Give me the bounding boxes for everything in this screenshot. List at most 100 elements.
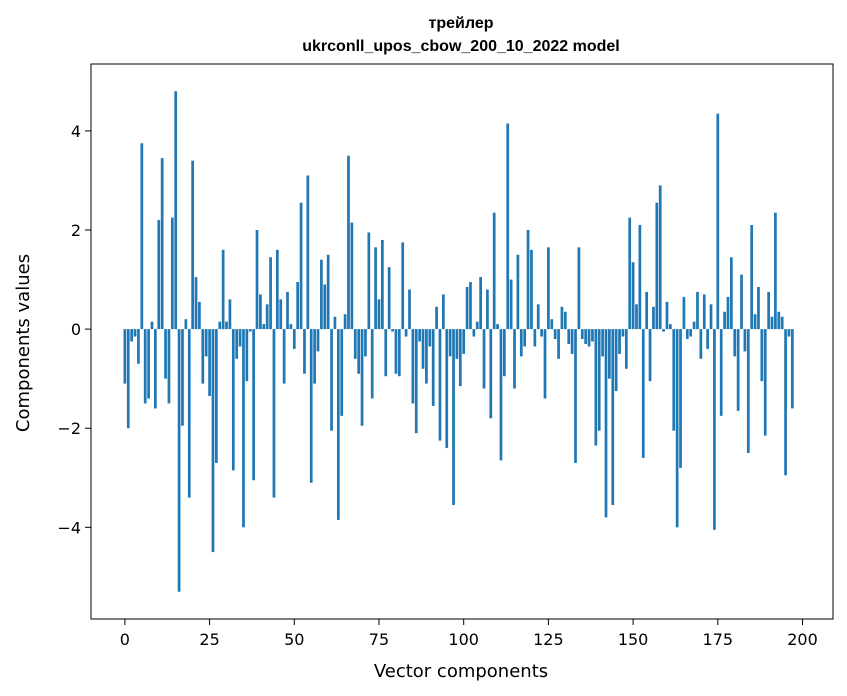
bar	[780, 316, 784, 330]
x-tick-label: 0	[120, 630, 130, 649]
bar	[289, 324, 293, 330]
bar	[472, 329, 476, 337]
bar	[282, 329, 286, 384]
bar	[540, 329, 543, 337]
bar	[526, 230, 530, 330]
bar	[550, 319, 554, 330]
bar	[746, 329, 750, 453]
bar	[269, 257, 272, 330]
bar	[519, 329, 523, 357]
bar	[567, 329, 571, 344]
bar	[320, 259, 323, 330]
bar	[726, 296, 730, 330]
bar	[509, 279, 513, 330]
bar	[679, 329, 682, 468]
bar	[787, 329, 791, 337]
bar	[675, 329, 679, 528]
bar	[570, 329, 574, 354]
bar	[340, 329, 344, 416]
bar	[628, 217, 632, 330]
bar	[506, 123, 510, 330]
bar	[296, 282, 300, 330]
bar	[272, 329, 276, 498]
bar	[228, 299, 232, 330]
bar	[374, 247, 377, 330]
x-tick-label: 25	[199, 630, 219, 649]
bar	[218, 321, 222, 330]
bar	[499, 329, 503, 461]
bar	[475, 321, 479, 330]
bar	[245, 329, 249, 382]
chart-title-line-1: трейлер	[429, 15, 494, 32]
bar	[452, 329, 455, 506]
bar	[411, 329, 415, 404]
x-tick-label: 200	[787, 630, 818, 649]
bar	[662, 329, 665, 332]
bar	[489, 329, 493, 419]
bar	[370, 329, 374, 399]
bar	[513, 329, 516, 389]
bar	[431, 329, 435, 406]
bar	[333, 316, 337, 330]
bar	[536, 304, 540, 330]
y-axis-ticks: −4 −2 0 2 4	[57, 122, 91, 537]
bar	[387, 267, 391, 330]
bar	[157, 220, 161, 330]
bar	[428, 329, 432, 347]
bar	[591, 329, 594, 342]
bar	[279, 299, 283, 330]
bar	[462, 329, 466, 354]
bar	[601, 329, 604, 357]
bar	[259, 294, 262, 330]
bar	[790, 329, 794, 409]
bar	[455, 329, 459, 359]
bar	[177, 329, 181, 592]
bar	[167, 329, 171, 404]
bar	[160, 158, 164, 330]
bar	[286, 291, 289, 330]
bar	[648, 329, 652, 382]
bar	[292, 329, 296, 349]
bar	[784, 329, 787, 476]
bar	[164, 329, 167, 379]
bar	[665, 301, 669, 330]
bar	[275, 249, 279, 330]
bar	[563, 311, 567, 330]
bar	[763, 329, 767, 436]
bar	[350, 222, 354, 330]
bar	[435, 306, 438, 330]
bar	[479, 277, 482, 330]
bar	[611, 329, 615, 506]
bar	[184, 319, 188, 330]
bar	[770, 316, 774, 330]
bar	[143, 329, 147, 404]
bar	[377, 299, 381, 330]
x-tick-label: 50	[284, 630, 304, 649]
bar	[469, 282, 472, 330]
bar	[696, 291, 699, 330]
bar	[547, 247, 550, 330]
bar	[774, 212, 777, 330]
y-tick-label: −2	[57, 419, 81, 438]
bar	[364, 329, 367, 357]
bar	[313, 329, 316, 384]
bar	[655, 202, 659, 330]
bar	[719, 329, 723, 416]
bar	[523, 329, 527, 347]
bar	[635, 304, 638, 330]
bar	[252, 329, 255, 481]
bar	[248, 329, 252, 332]
bar	[631, 262, 635, 330]
y-tick-label: −4	[57, 518, 81, 537]
bar	[401, 242, 405, 330]
bar	[760, 329, 764, 382]
x-axis-ticks: 0 25 50 75 100 125 150 175 200	[120, 619, 818, 649]
bar-series	[123, 91, 794, 592]
bar	[638, 225, 642, 330]
bar	[618, 329, 621, 354]
bar	[404, 329, 408, 337]
bar	[133, 329, 137, 337]
bar	[336, 329, 340, 520]
bar	[730, 257, 733, 330]
